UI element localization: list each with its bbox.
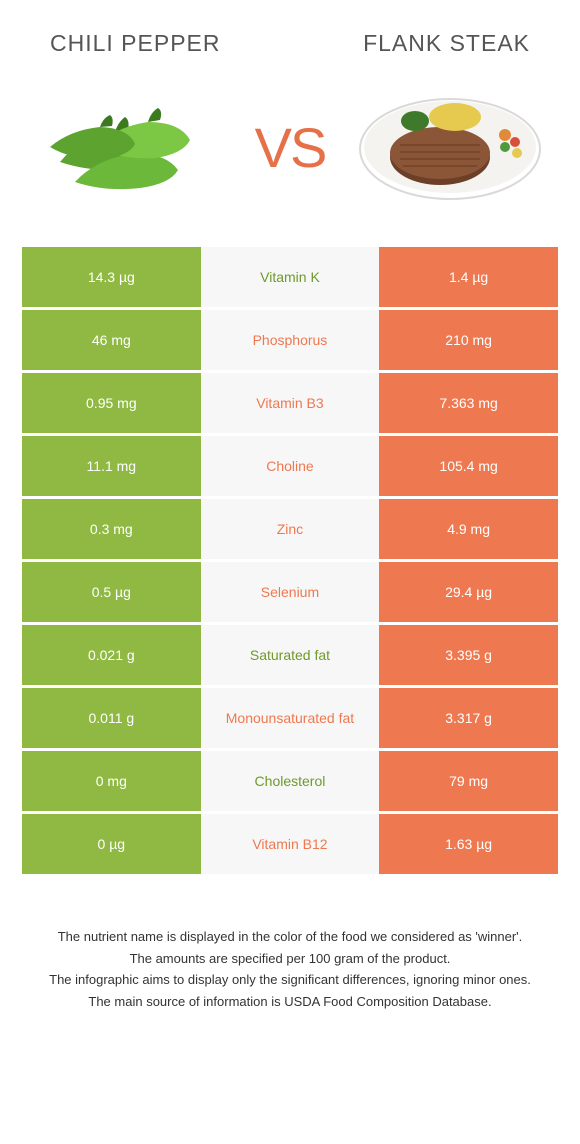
nutrient-label: Phosphorus	[201, 310, 380, 370]
footer-notes: The nutrient name is displayed in the co…	[0, 877, 580, 1011]
nutrient-row: 0 mgCholesterol79 mg	[22, 751, 558, 811]
left-value: 0.011 g	[22, 688, 201, 748]
right-value: 7.363 mg	[379, 373, 558, 433]
nutrient-label: Selenium	[201, 562, 380, 622]
right-value: 79 mg	[379, 751, 558, 811]
footer-line: The nutrient name is displayed in the co…	[34, 927, 546, 947]
nutrient-row: 0.021 gSaturated fat3.395 g	[22, 625, 558, 685]
nutrient-label: Choline	[201, 436, 380, 496]
images-row: VS	[0, 77, 580, 247]
steak-icon	[355, 87, 545, 207]
right-value: 29.4 µg	[379, 562, 558, 622]
nutrient-row: 11.1 mgCholine105.4 mg	[22, 436, 558, 496]
left-value: 11.1 mg	[22, 436, 201, 496]
right-value: 1.63 µg	[379, 814, 558, 874]
right-value: 3.317 g	[379, 688, 558, 748]
right-food-title: Flank steak	[363, 30, 530, 57]
nutrient-label: Vitamin K	[201, 247, 380, 307]
left-value: 0 mg	[22, 751, 201, 811]
nutrient-row: 0.011 gMonounsaturated fat3.317 g	[22, 688, 558, 748]
nutrient-row: 14.3 µgVitamin K1.4 µg	[22, 247, 558, 307]
left-value: 46 mg	[22, 310, 201, 370]
footer-line: The infographic aims to display only the…	[34, 970, 546, 990]
left-value: 0.95 mg	[22, 373, 201, 433]
nutrient-row: 0.5 µgSelenium29.4 µg	[22, 562, 558, 622]
footer-line: The main source of information is USDA F…	[34, 992, 546, 1012]
right-value: 210 mg	[379, 310, 558, 370]
left-value: 0.021 g	[22, 625, 201, 685]
right-value: 3.395 g	[379, 625, 558, 685]
nutrient-label: Vitamin B3	[201, 373, 380, 433]
header: Chili pepper Flank steak	[0, 0, 580, 77]
nutrient-label: Zinc	[201, 499, 380, 559]
chili-icon	[40, 92, 220, 202]
right-value: 105.4 mg	[379, 436, 558, 496]
nutrient-row: 0.3 mgZinc4.9 mg	[22, 499, 558, 559]
infographic-container: Chili pepper Flank steak VS	[0, 0, 580, 1144]
nutrient-label: Monounsaturated fat	[201, 688, 380, 748]
vs-label: VS	[255, 115, 326, 180]
chili-pepper-image	[30, 82, 230, 212]
left-value: 14.3 µg	[22, 247, 201, 307]
nutrient-label: Vitamin B12	[201, 814, 380, 874]
nutrient-row: 0.95 mgVitamin B37.363 mg	[22, 373, 558, 433]
right-value: 1.4 µg	[379, 247, 558, 307]
footer-line: The amounts are specified per 100 gram o…	[34, 949, 546, 969]
nutrient-row: 0 µgVitamin B121.63 µg	[22, 814, 558, 874]
nutrient-label: Saturated fat	[201, 625, 380, 685]
left-value: 0.3 mg	[22, 499, 201, 559]
nutrient-label: Cholesterol	[201, 751, 380, 811]
right-value: 4.9 mg	[379, 499, 558, 559]
left-food-title: Chili pepper	[50, 30, 221, 57]
nutrient-table: 14.3 µgVitamin K1.4 µg46 mgPhosphorus210…	[0, 247, 580, 874]
left-value: 0.5 µg	[22, 562, 201, 622]
left-value: 0 µg	[22, 814, 201, 874]
flank-steak-image	[350, 82, 550, 212]
nutrient-row: 46 mgPhosphorus210 mg	[22, 310, 558, 370]
